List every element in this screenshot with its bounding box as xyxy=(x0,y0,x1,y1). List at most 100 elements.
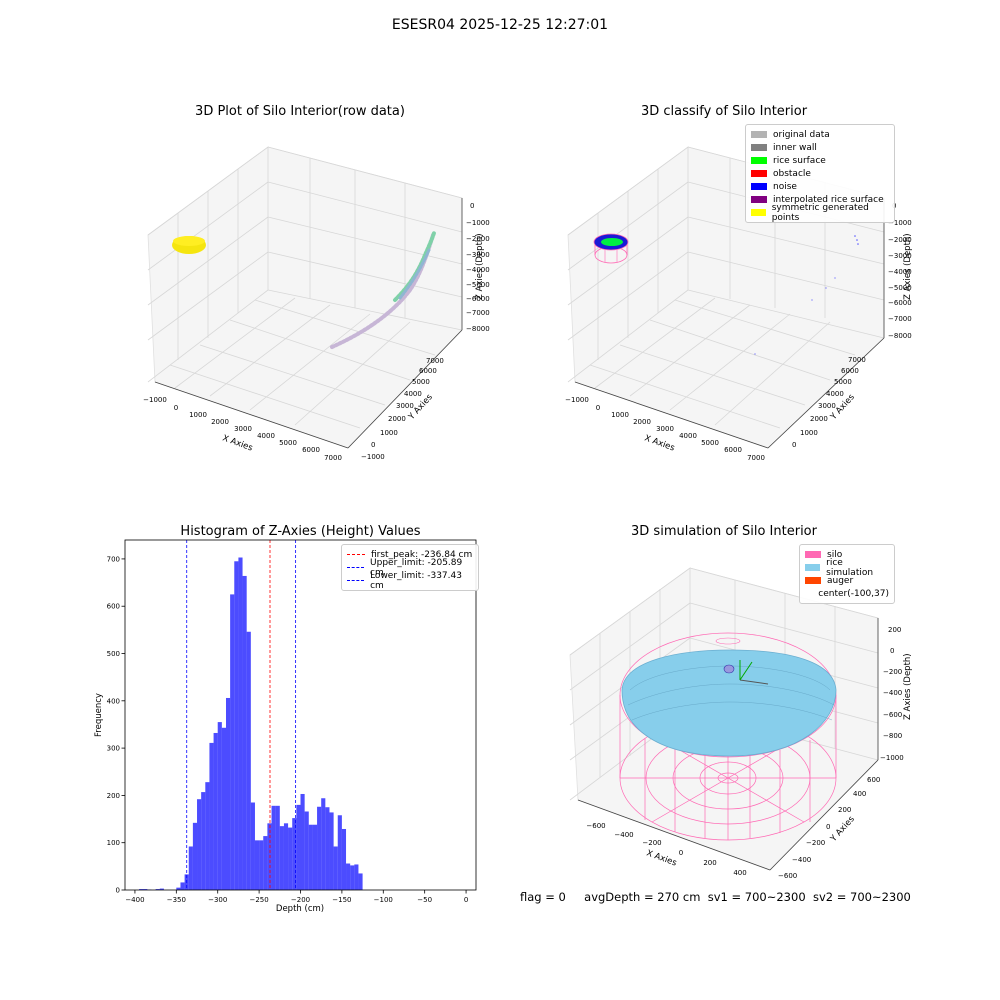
histogram-bar xyxy=(288,827,293,890)
legend-swatch xyxy=(805,551,821,558)
y-tick-label: 300 xyxy=(107,745,120,753)
histogram-bar xyxy=(242,575,247,890)
histogram-bar xyxy=(358,873,363,890)
histogram-bar xyxy=(188,846,193,890)
legend-item-inner-wall: inner wall xyxy=(751,141,889,154)
legend-swatch xyxy=(805,590,812,597)
legend-swatch xyxy=(751,196,767,203)
histogram-bar xyxy=(275,805,280,890)
legend-swatch xyxy=(805,577,821,584)
svg-text:4000: 4000 xyxy=(404,390,422,398)
simulation-y-axis-label: Y Axies xyxy=(828,814,857,845)
svg-text:0: 0 xyxy=(792,441,796,449)
avg-depth-text: avgDepth = 270 cm xyxy=(584,890,701,904)
simulation-z-axis-label: Z Axies (Depth) xyxy=(903,653,913,720)
svg-text:−6000: −6000 xyxy=(888,299,912,307)
histogram-bar xyxy=(250,802,255,890)
legend-line xyxy=(347,554,365,555)
histogram-bar xyxy=(259,840,264,890)
svg-text:−200: −200 xyxy=(642,839,661,847)
y-tick-label: 700 xyxy=(107,555,120,563)
histogram-legend: first_peak: -236.84 cm Upper_limit: -205… xyxy=(341,544,479,591)
histogram-bar xyxy=(329,812,334,890)
silo-top-ring xyxy=(715,637,741,645)
svg-text:−1000: −1000 xyxy=(143,396,167,404)
legend-swatch xyxy=(751,157,767,164)
histogram-bar xyxy=(317,806,322,890)
svg-text:4000: 4000 xyxy=(679,432,697,440)
svg-text:200: 200 xyxy=(838,806,851,814)
svg-text:−400: −400 xyxy=(792,856,811,864)
raw-plot-title: 3D Plot of Silo Interior(row data) xyxy=(195,104,405,119)
svg-text:3000: 3000 xyxy=(234,425,252,433)
classify-y-tick-labels: 0 1000 2000 3000 4000 5000 6000 7000 xyxy=(792,356,866,449)
histogram-x-ticks: −400 −350 −300 −250 −200 −150 −100 −50 0 xyxy=(125,890,468,904)
histogram-bar xyxy=(159,888,164,890)
svg-text:7000: 7000 xyxy=(426,357,444,365)
histogram-bar xyxy=(325,807,330,890)
histogram-bar xyxy=(176,887,181,890)
svg-text:200: 200 xyxy=(888,626,901,634)
svg-text:1000: 1000 xyxy=(611,411,629,419)
x-tick-label: −50 xyxy=(417,896,432,904)
silo-wireframe xyxy=(619,632,837,841)
histogram-bar xyxy=(180,882,185,890)
svg-text:200: 200 xyxy=(703,859,716,867)
svg-text:600: 600 xyxy=(867,776,880,784)
raw-curved-point-trace xyxy=(330,231,436,349)
histogram-bar xyxy=(321,798,326,890)
svg-text:−1000: −1000 xyxy=(466,219,490,227)
svg-text:−7000: −7000 xyxy=(888,315,912,323)
legend-swatch xyxy=(751,131,767,138)
svg-text:−1000: −1000 xyxy=(565,396,589,404)
svg-text:−4000: −4000 xyxy=(888,268,912,276)
svg-text:400: 400 xyxy=(733,869,746,877)
svg-text:2000: 2000 xyxy=(388,415,406,423)
x-tick-label: −250 xyxy=(249,896,268,904)
simulation-x-tick-labels: −600 −400 −200 0 200 400 xyxy=(586,822,746,877)
legend-swatch xyxy=(751,183,767,190)
svg-text:−200: −200 xyxy=(883,668,902,676)
histogram-bar xyxy=(225,697,231,890)
legend-item-obstacle: obstacle xyxy=(751,167,889,180)
simulation-z-tick-labels: 200 0 −200 −400 −600 −800 −1000 xyxy=(880,626,904,762)
y-tick-label: 500 xyxy=(107,650,120,658)
svg-text:3000: 3000 xyxy=(396,402,414,410)
histogram-bar xyxy=(254,840,260,890)
legend-item-rice-surface: rice surface xyxy=(751,154,889,167)
histogram-bar xyxy=(308,824,313,890)
classify-plot-title: 3D classify of Silo Interior xyxy=(640,104,808,119)
simulation-x-axis-label: X Axies xyxy=(645,848,678,868)
svg-text:−400: −400 xyxy=(614,831,633,839)
legend-line xyxy=(347,580,365,581)
legend-item-upper-limit: Upper_limit: -205.89 cm xyxy=(347,558,473,578)
classify-noise-points xyxy=(754,235,859,355)
histogram-bar xyxy=(192,822,198,890)
histogram-bar xyxy=(300,793,305,890)
svg-text:−6000: −6000 xyxy=(466,295,490,303)
svg-text:400: 400 xyxy=(853,790,866,798)
svg-text:−8000: −8000 xyxy=(888,332,912,340)
y-tick-label: 100 xyxy=(107,839,120,847)
histogram-bar xyxy=(238,557,243,890)
histogram-bar xyxy=(263,836,268,890)
rice-simulation-surface xyxy=(621,649,837,757)
svg-text:5000: 5000 xyxy=(701,439,719,447)
legend-item-interpolated-rice-surface: interpolated rice surface xyxy=(751,193,889,206)
histogram-bar xyxy=(304,811,309,890)
legend-item-center: center(-100,37) xyxy=(805,587,889,600)
raw-3d-axis-lines xyxy=(154,198,463,449)
histogram-bar xyxy=(205,782,210,890)
histogram-bar xyxy=(354,864,359,890)
svg-text:6000: 6000 xyxy=(302,446,320,454)
svg-text:−1000: −1000 xyxy=(880,754,904,762)
y-tick-label: 0 xyxy=(116,887,120,895)
legend-item-original-data: original data xyxy=(751,128,889,141)
legend-swatch xyxy=(751,144,767,151)
svg-text:−3000: −3000 xyxy=(888,252,912,260)
histogram-bar xyxy=(184,874,189,890)
classify-legend: original data inner wall rice surface ob… xyxy=(745,124,895,223)
svg-text:0: 0 xyxy=(596,404,600,412)
histogram-bar xyxy=(283,823,289,890)
svg-text:0: 0 xyxy=(371,441,375,449)
